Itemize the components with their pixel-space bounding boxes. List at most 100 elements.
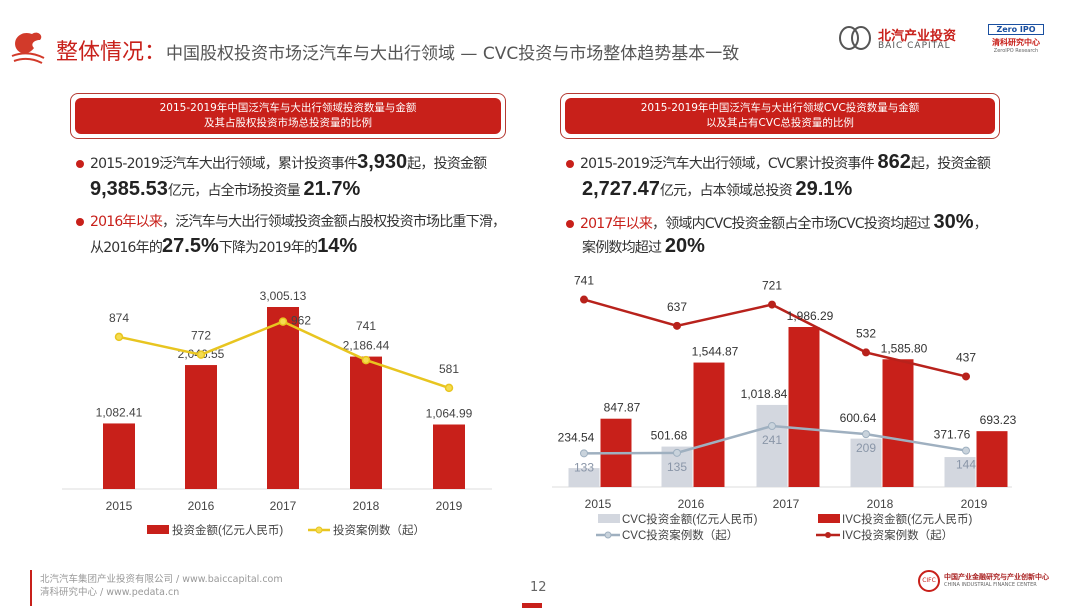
x-tick-label: 2019 [436, 499, 463, 513]
x-tick-label: 2015 [106, 499, 133, 513]
bullet-text: 亿元，占全市场投资量 [167, 183, 304, 199]
highlight-number: 14% [317, 235, 358, 257]
line-point [196, 350, 206, 359]
legend-label: 投资金额(亿元人民币) [172, 523, 283, 537]
brand-en: BAIC CAPITAL [878, 41, 951, 51]
brand-cn: 北汽产业投资 [878, 29, 957, 44]
footer-line: 北汽汽车集团产业投资有限公司 / www.baiccapital.com [40, 574, 283, 585]
zeroipo-logo: Zero IPO 清科研究中心 ZeroIPO Research [988, 24, 1044, 54]
legend-label: IVC投资案例数（起） [842, 528, 953, 542]
x-tick-label: 2015 [585, 497, 612, 511]
bar-label: 693.23 [980, 413, 1017, 427]
bullet-text: 从2016年的 [90, 240, 163, 256]
bullet-text: ，泛汽车与大出行领域投资金额占股权投资市场比重下滑， [162, 214, 506, 230]
bar-label: 501.68 [651, 429, 688, 443]
line-label: 209 [856, 441, 876, 455]
line-point [580, 295, 588, 304]
bar [850, 438, 882, 487]
right-section-header: 2015-2019年中国泛汽车与大出行领域CVC投资数量与金额 以及其占有CVC总… [560, 93, 1000, 139]
line-label: 133 [574, 460, 594, 474]
page-marker [522, 603, 542, 608]
bullet-text: 2015-2019泛汽车大出行领域，CVC累计投资事件 [580, 156, 878, 172]
org-name-cn: 中国产业金融研究与产业创新中心 [944, 573, 1049, 581]
line-label: 874 [109, 311, 129, 325]
bar-label: 371.76 [934, 428, 971, 442]
line-point [114, 332, 124, 342]
line-point [962, 446, 970, 455]
bar-label: 234.54 [558, 430, 595, 444]
highlight-number: 27.5% [162, 235, 219, 257]
highlight-number: 21.7% [303, 178, 361, 200]
bullet-icon [566, 160, 574, 168]
company-logo-icon [11, 32, 45, 64]
baic-emblem-icon [839, 26, 871, 50]
bullet-2: 2017年以来，领域内CVC投资金额占全市场CVC投资均超过 30%， [566, 208, 988, 238]
bar [350, 356, 382, 489]
bar-label: 1,082.41 [96, 405, 143, 419]
line-label: 741 [356, 319, 376, 333]
x-tick-label: 2017 [270, 499, 297, 513]
line-point [962, 372, 970, 381]
zeroipo-cn: 清科研究中心 [992, 38, 1040, 47]
bullet-icon [76, 160, 84, 168]
title-main: 整体情况： [56, 40, 167, 65]
legend-swatch [598, 514, 620, 523]
bullet-text: 亿元，占本领域总投资 [659, 183, 796, 199]
line-point [278, 317, 288, 326]
bar-label: 847.87 [604, 401, 641, 415]
legend-label: CVC投资案例数（起） [622, 528, 738, 542]
bullet-2-cont: 案例数均超过 20% [582, 232, 705, 262]
x-tick-label: 2018 [867, 497, 894, 511]
bullet-highlight: 2017年以来 [580, 216, 653, 232]
bar-label: 1,544.87 [692, 345, 739, 359]
bullet-highlight: 2016年以来 [90, 214, 163, 230]
x-tick-label: 2018 [353, 499, 380, 513]
footer-credits: 北汽汽车集团产业投资有限公司 / www.baiccapital.com 清科研究… [40, 573, 283, 599]
bar-label: 600.64 [840, 411, 877, 425]
header-line: 及其占股权投资市场总投资量的比例 [204, 117, 372, 129]
bar [103, 423, 135, 489]
left-section-header: 2015-2019年中国泛汽车与大出行领域投资数量与金额 及其占股权投资市场总投资… [70, 93, 506, 139]
x-tick-label: 2016 [678, 497, 705, 511]
cifc-logo: CIFC 中国产业金融研究与产业创新中心 CHINA INDUSTRIAL FI… [918, 570, 1049, 592]
line-label: 135 [667, 460, 687, 474]
line-label: 721 [762, 279, 782, 293]
bar-label: 1,585.80 [881, 341, 928, 355]
line-point [862, 348, 870, 357]
highlight-number: 3,930 [357, 151, 408, 173]
x-tick-label: 2019 [961, 497, 988, 511]
header-line: 2015-2019年中国泛汽车与大出行领域CVC投资数量与金额 [640, 102, 920, 114]
bullet-text: 起，投资金额 [407, 156, 487, 172]
page-number: 12 [530, 580, 547, 595]
bar [693, 362, 725, 487]
bullet-1-cont: 9,385.53亿元，占全市场投资量 21.7% [90, 175, 360, 205]
bullet-1: 2015-2019泛汽车大出行领域，累计投资事件3,930起，投资金额 [76, 148, 487, 178]
highlight-number: 20% [664, 235, 705, 257]
bar-label: 1,986.29 [787, 309, 834, 323]
bullet-text: 起，投资金额 [910, 156, 991, 172]
bar-label: 2,186.44 [343, 339, 390, 353]
org-name-en: CHINA INDUSTRIAL FINANCE CENTER [944, 582, 1037, 588]
legend-label: IVC投资金额(亿元人民币) [842, 512, 972, 526]
bar [568, 468, 600, 487]
bar [788, 327, 820, 487]
bar [433, 424, 465, 489]
bar [756, 404, 788, 487]
legend-label: 投资案例数（起） [333, 523, 425, 537]
footer-accent [30, 570, 32, 606]
legend-swatch [825, 532, 831, 538]
bullet-text: 下降为2019年的 [218, 240, 318, 256]
line-label: 532 [856, 326, 876, 340]
legend-label: CVC投资金额(亿元人民币) [622, 512, 758, 526]
highlight-number: 9,385.53 [90, 178, 168, 200]
bar [944, 457, 976, 487]
line-label: 241 [762, 433, 782, 447]
zeroipo-mark: Zero IPO [988, 24, 1044, 35]
highlight-number: 862 [877, 151, 911, 173]
highlight-number: 30% [933, 211, 974, 233]
bullet-1-cont: 2,727.47亿元，占本领域总投资 29.1% [582, 175, 852, 205]
bar [185, 365, 217, 489]
bullet-text: 案例数均超过 [582, 240, 665, 256]
bullet-2-cont: 从2016年的27.5%下降为2019年的14% [90, 232, 357, 262]
line-label: 741 [574, 274, 594, 288]
